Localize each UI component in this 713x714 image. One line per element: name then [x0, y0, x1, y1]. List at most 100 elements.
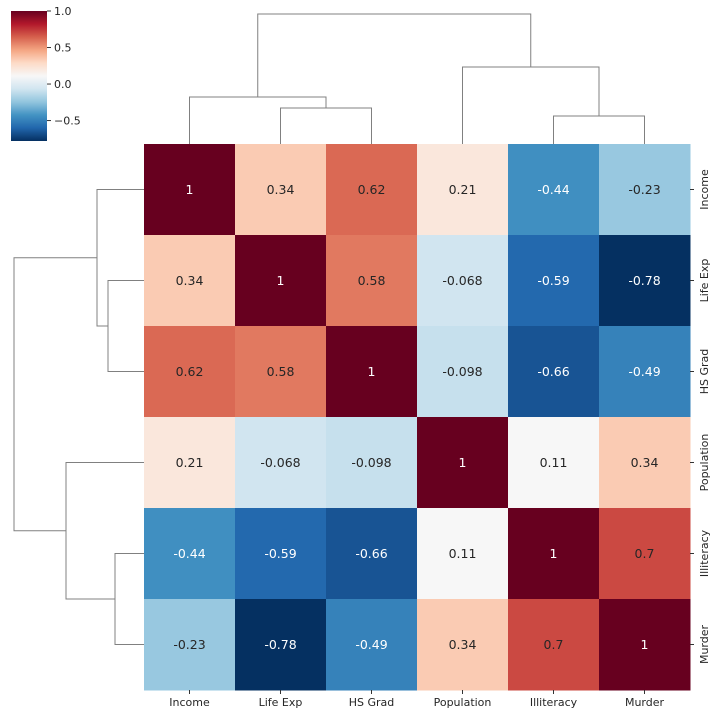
cell-annotation: 1: [368, 364, 376, 379]
cell-annotation: -0.068: [442, 273, 482, 288]
heatmap-cell: [326, 235, 418, 327]
cell-annotation: -0.78: [628, 273, 660, 288]
column-label: HS Grad: [349, 696, 395, 709]
dendrogram-link: [114, 553, 144, 645]
heatmap-cell: [326, 599, 418, 691]
heatmap-grid: 1 0.34 0.62 0.21 -0.44 -0.23 0.34 1 0.58 -0.068 -0…: [144, 144, 691, 691]
heatmap-cell: [508, 326, 600, 418]
colorbar-tick-label: 1.0: [54, 5, 72, 18]
heatmap-cell: [599, 508, 691, 600]
heatmap-cell: [144, 144, 236, 236]
dendrogram-link: [280, 107, 372, 144]
colorbar-tick-label: 0.5: [54, 42, 72, 55]
cell-annotation: 0.34: [176, 273, 204, 288]
cell-annotation: 0.34: [631, 455, 659, 470]
heatmap-cell: [508, 235, 600, 327]
cell-annotation: 0.11: [449, 546, 477, 561]
cell-annotation: 0.62: [176, 364, 204, 379]
cell-annotation: -0.44: [537, 182, 569, 197]
column-dendrogram: [189, 13, 645, 144]
heatmap-cell: [417, 235, 509, 327]
cell-annotation: 0.7: [635, 546, 655, 561]
cell-annotation: -0.098: [442, 364, 482, 379]
cell-annotation: 0.58: [358, 273, 386, 288]
cell-annotation: -0.66: [355, 546, 387, 561]
cell-annotation: 1: [277, 273, 285, 288]
column-label: Illiteracy: [530, 696, 578, 709]
cell-annotation: -0.78: [264, 637, 296, 652]
row-labels: Income Life Exp HS Grad Population Illiterac…: [690, 169, 711, 664]
dendrogram-link: [189, 96, 327, 144]
row-label: Life Exp: [698, 259, 711, 303]
cell-annotation: -0.49: [355, 637, 387, 652]
heatmap-cell: [235, 417, 327, 509]
heatmap-cell: [235, 144, 327, 236]
heatmap-cell: [235, 599, 327, 691]
cell-annotation: -0.49: [628, 364, 660, 379]
cell-annotation: 1: [186, 182, 194, 197]
heatmap-cell: [235, 508, 327, 600]
column-labels: Income Life Exp HS Grad Population Illiterac…: [169, 690, 665, 709]
cell-annotation: 0.21: [449, 182, 477, 197]
dendrogram-link: [96, 189, 144, 327]
row-dendrogram: [13, 189, 144, 645]
colorbar-tick-label: 0.0: [54, 78, 72, 91]
cell-annotation: -0.59: [537, 273, 569, 288]
cell-annotation: -0.23: [628, 182, 660, 197]
heatmap-cell: [235, 326, 327, 418]
cell-annotation: 1: [641, 637, 649, 652]
column-label: Murder: [625, 696, 665, 709]
heatmap-cell: [508, 144, 600, 236]
heatmap-cell: [508, 417, 600, 509]
cell-annotation: 1: [550, 546, 558, 561]
heatmap-cell: [417, 417, 509, 509]
row-label: Income: [698, 169, 711, 210]
heatmap-cell: [417, 508, 509, 600]
heatmap-cell: [599, 599, 691, 691]
colorbar: 1.0 0.5 0.0 −0.5: [11, 5, 81, 141]
cell-annotation: -0.068: [260, 455, 300, 470]
column-label: Population: [434, 696, 492, 709]
colorbar-tick-label: −0.5: [54, 115, 81, 128]
cell-annotation: -0.59: [264, 546, 296, 561]
dendrogram-link: [553, 115, 645, 144]
dendrogram-link: [257, 13, 532, 97]
cell-annotation: 0.7: [544, 637, 564, 652]
heatmap-cell: [599, 144, 691, 236]
cell-annotation: 0.62: [358, 182, 386, 197]
cell-annotation: -0.66: [537, 364, 569, 379]
heatmap-cell: [599, 417, 691, 509]
heatmap-cell: [508, 599, 600, 691]
heatmap-cell: [235, 235, 327, 327]
dendrogram-link: [107, 280, 144, 372]
row-label: Murder: [698, 624, 711, 664]
row-label: Population: [698, 434, 711, 492]
heatmap-cell: [599, 235, 691, 327]
colorbar-gradient: [11, 11, 47, 141]
dendrogram-link: [13, 257, 97, 532]
cell-annotation: -0.44: [173, 546, 205, 561]
cell-annotation: 0.58: [267, 364, 295, 379]
cell-annotation: 0.34: [267, 182, 295, 197]
heatmap-cell: [144, 417, 236, 509]
cell-annotation: 1: [459, 455, 467, 470]
heatmap-cell: [144, 508, 236, 600]
column-label: Income: [169, 696, 210, 709]
heatmap-cell: [144, 235, 236, 327]
heatmap-cell: [417, 599, 509, 691]
heatmap-cell: [599, 326, 691, 418]
heatmap-cell: [144, 326, 236, 418]
dendrogram-link: [462, 66, 600, 144]
heatmap-cell: [326, 508, 418, 600]
heatmap-cell: [417, 326, 509, 418]
cell-annotation: 0.21: [176, 455, 204, 470]
heatmap-cell: [326, 144, 418, 236]
heatmap-cell: [417, 144, 509, 236]
row-label: Illiteracy: [698, 529, 711, 577]
dendrogram-link: [65, 462, 144, 600]
heatmap-cell: [144, 599, 236, 691]
heatmap-cell: [326, 417, 418, 509]
heatmap-cell: [326, 326, 418, 418]
cell-annotation: 0.34: [449, 637, 477, 652]
